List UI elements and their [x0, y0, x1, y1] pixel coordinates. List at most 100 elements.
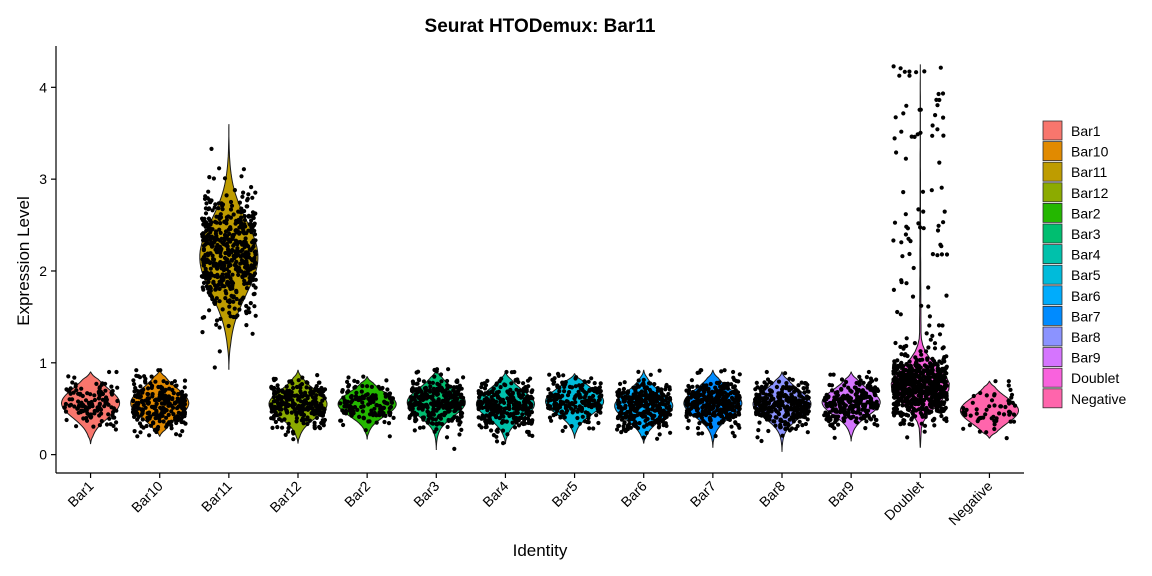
data-point	[967, 423, 973, 428]
data-point	[764, 406, 769, 411]
data-point	[574, 375, 579, 380]
data-point	[240, 296, 245, 302]
data-point	[242, 281, 247, 286]
data-point	[201, 248, 206, 253]
data-point	[910, 294, 916, 299]
data-point	[240, 275, 245, 280]
data-point	[346, 384, 351, 389]
data-point	[446, 392, 451, 398]
data-point	[158, 390, 163, 395]
data-point	[644, 385, 650, 391]
data-point	[204, 228, 209, 233]
data-point	[892, 359, 897, 364]
data-point	[792, 389, 797, 394]
data-point	[800, 398, 805, 403]
data-point	[778, 417, 783, 422]
data-point	[913, 378, 918, 383]
data-point	[502, 406, 507, 411]
data-point	[505, 390, 511, 395]
data-point	[143, 380, 148, 385]
data-point	[234, 259, 239, 264]
data-point	[803, 400, 808, 405]
data-point	[729, 424, 734, 429]
data-point	[907, 386, 912, 391]
data-point	[239, 206, 244, 211]
data-point	[934, 392, 939, 397]
data-point	[289, 410, 294, 415]
data-point	[182, 378, 188, 383]
data-point	[632, 423, 637, 428]
data-point	[688, 412, 693, 417]
data-point	[684, 402, 689, 407]
data-point	[359, 404, 364, 410]
data-point	[515, 410, 520, 415]
data-point	[636, 394, 641, 399]
data-point	[876, 388, 881, 393]
data-point	[92, 393, 97, 398]
data-point	[802, 404, 807, 409]
data-point	[226, 323, 231, 329]
data-point	[96, 396, 101, 401]
data-point	[75, 406, 80, 411]
data-point	[773, 400, 778, 405]
data-point	[99, 419, 104, 424]
data-point	[146, 392, 151, 397]
data-point	[178, 433, 183, 438]
data-point	[718, 388, 723, 393]
data-point	[873, 393, 878, 398]
data-point	[587, 387, 592, 392]
violin-points	[407, 367, 466, 451]
data-point	[598, 381, 603, 386]
data-point	[301, 412, 307, 418]
violin-points	[545, 371, 604, 433]
data-point	[446, 404, 451, 410]
legend-label: Bar4	[1071, 247, 1101, 263]
data-point	[791, 419, 796, 424]
data-point	[294, 384, 300, 390]
data-point	[939, 185, 944, 190]
data-point	[83, 405, 88, 411]
data-point	[736, 379, 741, 384]
data-point	[944, 364, 949, 369]
data-point	[936, 323, 942, 328]
data-point	[181, 420, 186, 425]
data-point	[106, 402, 111, 407]
violin-bar3	[406, 367, 466, 451]
data-point	[551, 413, 556, 418]
data-point	[216, 282, 221, 288]
data-point	[697, 421, 702, 426]
data-point	[891, 238, 896, 243]
data-point	[643, 414, 648, 419]
data-point	[998, 404, 1003, 409]
data-point	[788, 398, 793, 403]
data-point	[655, 386, 660, 391]
data-point	[894, 376, 899, 381]
data-point	[283, 432, 288, 437]
data-point	[857, 374, 862, 379]
data-point	[216, 206, 221, 211]
data-point	[792, 405, 797, 410]
data-point	[773, 423, 778, 428]
data-point	[250, 265, 255, 271]
data-point	[235, 229, 241, 234]
data-point	[235, 242, 240, 247]
data-point	[236, 252, 241, 258]
data-point	[575, 415, 580, 421]
data-point	[868, 387, 873, 392]
data-point	[783, 420, 788, 425]
x-tick-label: Bar3	[410, 478, 442, 510]
data-point	[500, 428, 506, 433]
data-point	[410, 379, 415, 384]
data-point	[616, 423, 622, 428]
data-point	[245, 266, 250, 271]
data-point	[871, 414, 877, 419]
data-point	[796, 383, 801, 388]
data-point	[754, 412, 759, 417]
legend-swatch	[1042, 388, 1063, 409]
data-point	[420, 397, 425, 402]
data-point	[984, 407, 989, 412]
data-point	[294, 416, 299, 421]
violin-points	[338, 374, 396, 439]
data-point	[912, 134, 917, 139]
data-point	[648, 381, 653, 386]
